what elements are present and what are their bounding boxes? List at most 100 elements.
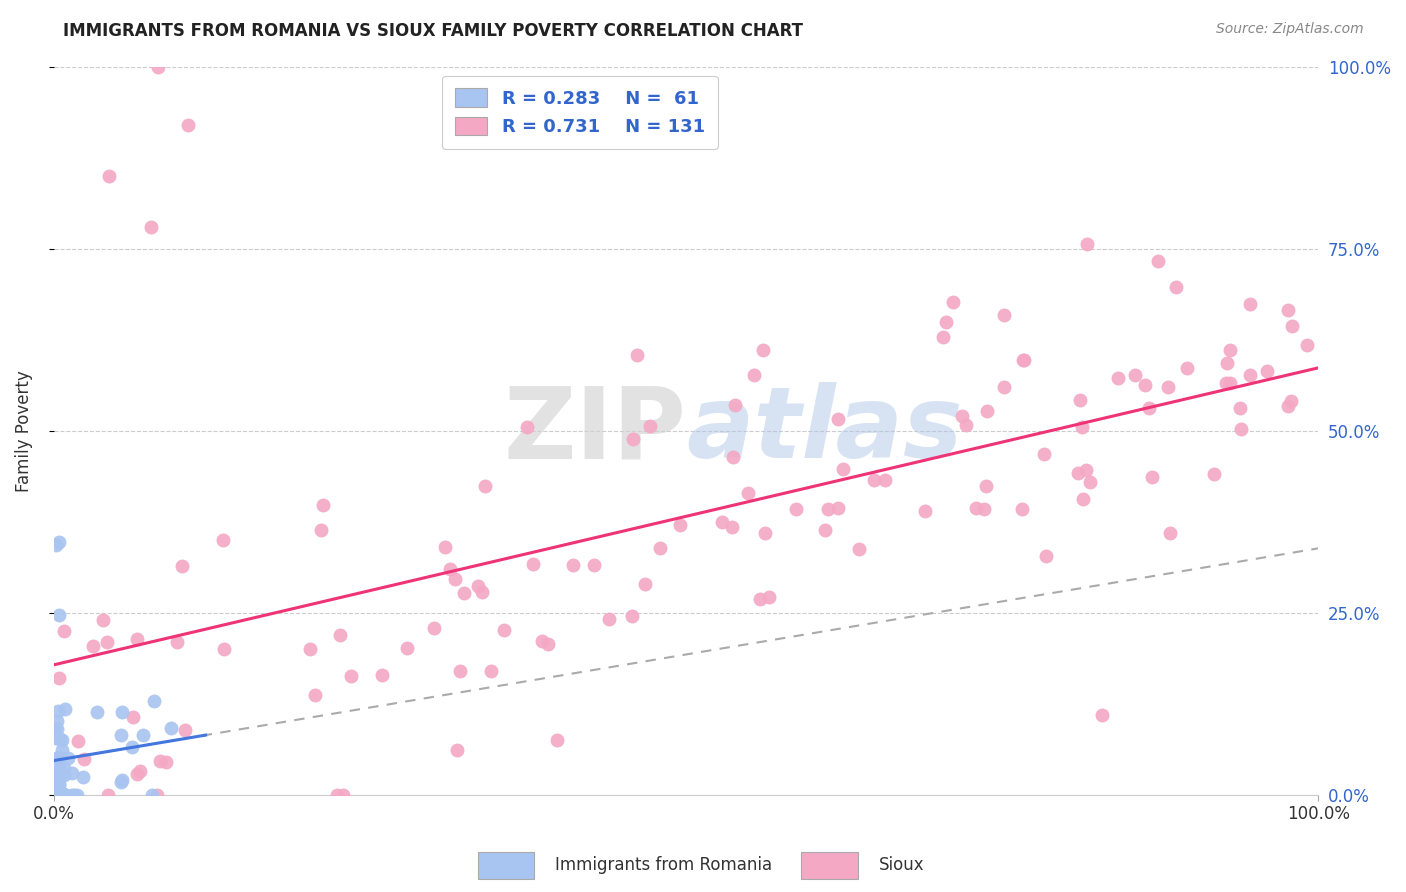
Point [1219,343,1241,357]
Point [439,562,461,576]
Point [45,768,67,782]
Point [1229,401,1251,416]
Point [873,473,896,487]
Point [446,743,468,757]
Point [721,520,744,534]
Point [1239,368,1261,382]
Point [1107,371,1129,385]
Point [1142,469,1164,483]
Y-axis label: Family Poverty: Family Poverty [15,370,32,491]
Point [1012,352,1035,367]
Point [1076,463,1098,477]
Point [155,755,177,769]
Point [931,330,953,344]
Point [1256,364,1278,378]
Point [48,750,70,764]
Point [955,418,977,433]
Point [650,541,672,556]
Point [785,501,807,516]
Point [443,572,465,586]
Point [60,766,83,780]
Point [53,702,76,716]
Point [121,710,143,724]
Point [1076,237,1098,252]
Point [45,774,67,789]
Point [1230,422,1253,436]
Point [1296,338,1319,352]
Point [44,766,66,780]
Point [48,768,70,782]
Point [754,526,776,541]
Point [479,664,502,678]
Point [149,755,172,769]
Point [326,788,349,802]
Point [48,760,70,774]
Point [1281,319,1303,334]
Point [166,635,188,649]
Point [1157,380,1180,394]
Point [159,721,181,735]
Point [44,758,66,772]
Point [44,769,66,783]
Point [42,788,65,802]
Point [737,486,759,500]
Point [1216,356,1239,370]
Point [56,751,79,765]
Point [638,419,661,434]
Point [111,772,134,787]
Point [48,788,70,802]
Point [49,750,72,764]
Point [48,535,70,549]
Point [212,533,235,547]
Point [45,788,67,802]
Point [46,788,69,802]
Point [721,450,744,464]
Point [66,734,89,748]
Point [45,538,67,552]
Point [1215,376,1237,390]
Point [1147,253,1170,268]
Legend: R = 0.283    N =  61, R = 0.731    N = 131: R = 0.283 N = 61, R = 0.731 N = 131 [443,76,717,149]
Point [531,633,554,648]
Point [212,642,235,657]
Point [98,169,121,183]
Point [51,786,73,800]
Point [669,518,692,533]
Point [48,607,70,622]
Point [332,788,354,802]
Point [110,729,132,743]
Point [561,558,583,572]
Point [51,733,73,747]
Point [52,768,75,782]
Point [97,788,120,802]
Point [1137,401,1160,415]
Point [1202,467,1225,481]
Point [1071,492,1094,507]
Point [45,788,67,802]
Point [1069,392,1091,407]
Point [46,768,69,782]
Point [146,788,169,802]
Point [862,473,884,487]
Point [55,788,77,802]
Point [48,778,70,792]
Point [86,705,108,719]
Point [44,721,66,735]
Point [111,705,134,719]
Point [44,786,66,800]
Point [174,723,197,737]
Point [1175,361,1198,376]
Point [1159,526,1181,541]
Point [453,586,475,600]
Point [974,478,997,492]
Point [311,523,333,537]
Point [127,767,149,781]
Point [395,641,418,656]
Point [914,504,936,518]
Point [1012,353,1035,368]
Point [758,590,780,604]
Point [752,343,775,358]
Point [817,501,839,516]
Point [634,577,657,591]
Point [48,704,70,718]
